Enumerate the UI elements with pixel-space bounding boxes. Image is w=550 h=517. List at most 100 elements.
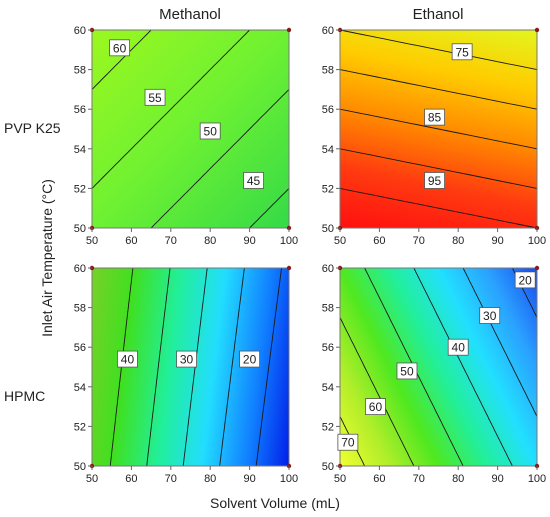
y-tick-label-56-pvp-k25-ethanol: 56: [322, 104, 334, 116]
y-axis-title: Inlet Air Temperature (°C): [39, 179, 55, 337]
contour-line-40-hpmc-methanol: [146, 267, 171, 467]
contour-label-text: 40: [121, 353, 135, 367]
x-tick-label-100-pvp-k25-methanol: 100: [280, 235, 298, 247]
x-tick-label-50-pvp-k25-ethanol: 50: [334, 235, 346, 247]
panel-hpmc-methanol: 50 60 70 80 90 100 50 52 54 56 58 60 40 30 20: [74, 263, 298, 485]
y-tick-label-58-pvp-k25-methanol: 58: [74, 65, 86, 77]
contour-label-20-hpmc-ethanol: 20: [514, 271, 536, 289]
y-tick-label-60-hpmc-ethanol: 60: [322, 263, 334, 275]
contour-line-60-pvp-k25-methanol: [91, 29, 152, 90]
x-tick-label-80-hpmc-methanol: 80: [204, 473, 216, 485]
y-tick-label-54-hpmc-ethanol: 54: [322, 382, 334, 394]
panel-frame-pvp-k25-ethanol: [339, 29, 538, 229]
contour-label-text: 45: [247, 174, 261, 188]
x-tick-label-100-hpmc-ethanol: 100: [528, 473, 546, 485]
x-tick-label-60-hpmc-methanol: 60: [125, 473, 137, 485]
y-tick-label-60-hpmc-methanol: 60: [74, 263, 86, 275]
row-titles: PVP K25 HPMC: [4, 120, 61, 404]
contour-label-box: [365, 398, 386, 416]
contour-label-box: [144, 88, 166, 106]
y-tick-label-52-hpmc-methanol: 52: [74, 421, 86, 433]
contour-label-30-hpmc-methanol: 30: [176, 350, 197, 368]
y-tick-label-56-hpmc-methanol: 56: [74, 342, 86, 354]
x-tick-label-90-hpmc-methanol: 90: [243, 473, 255, 485]
contour-line-55-pvp-k25-methanol: [91, 29, 250, 189]
x-tick-label-50-hpmc-ethanol: 50: [334, 473, 346, 485]
panel-hpmc-ethanol: 50 60 70 80 90 100 50 52 54 56 58 60 20 30 40 50 60 70: [322, 263, 546, 485]
x-tick-label-100-pvp-k25-ethanol: 100: [528, 235, 546, 247]
y-tick-label-60-pvp-k25-methanol: 60: [74, 25, 86, 37]
contour-label-55-pvp-k25-methanol: 55: [144, 88, 166, 106]
contour-label-40-hpmc-methanol: 40: [117, 350, 138, 368]
row-title-hpmc: HPMC: [4, 388, 45, 404]
surface-hpmc-ethanol: [340, 268, 537, 466]
x-tick-label-50-hpmc-methanol: 50: [86, 473, 98, 485]
contour-line-75-pvp-k25-ethanol: [339, 29, 538, 71]
contour-label-box: [451, 43, 473, 61]
y-tick-label-52-pvp-k25-ethanol: 52: [322, 183, 334, 195]
contour-label-85-pvp-k25-ethanol: 85: [424, 108, 445, 126]
x-tick-label-80-pvp-k25-ethanol: 80: [452, 235, 464, 247]
x-axis-title: Solvent Volume (mL): [210, 495, 340, 511]
x-tick-label-90-pvp-k25-methanol: 90: [243, 235, 255, 247]
contour-label-box: [424, 108, 445, 126]
x-tick-label-60-pvp-k25-methanol: 60: [125, 235, 137, 247]
contour-label-box: [239, 350, 261, 368]
contour-label-box: [243, 172, 264, 189]
contour-label-text: 20: [243, 353, 257, 367]
x-tick-label-60-pvp-k25-ethanol: 60: [373, 235, 385, 247]
x-tick-label-90-hpmc-ethanol: 90: [491, 473, 503, 485]
y-tick-label-60-pvp-k25-ethanol: 60: [322, 25, 334, 37]
row-title-pvp-k25: PVP K25: [4, 120, 61, 136]
contour-label-50-hpmc-ethanol: 50: [396, 362, 418, 380]
y-tick-label-54-pvp-k25-ethanol: 54: [322, 144, 334, 156]
x-tick-label-70-hpmc-ethanol: 70: [413, 473, 425, 485]
y-tick-label-56-pvp-k25-methanol: 56: [74, 104, 86, 116]
contour-label-text: 55: [148, 91, 162, 105]
x-tick-label-70-pvp-k25-ethanol: 70: [413, 235, 425, 247]
contour-label-text: 60: [113, 41, 127, 55]
column-title-ethanol: Ethanol: [413, 6, 464, 23]
y-tick-label-54-hpmc-methanol: 54: [74, 382, 86, 394]
contour-label-text: 95: [428, 174, 442, 188]
x-tick-label-80-hpmc-ethanol: 80: [452, 473, 464, 485]
y-tick-label-50-hpmc-methanol: 50: [74, 461, 86, 473]
contour-label-text: 60: [369, 400, 383, 414]
contour-label-40-hpmc-ethanol: 40: [447, 338, 469, 356]
contour-label-text: 75: [455, 45, 469, 59]
contour-label-text: 50: [400, 364, 414, 378]
contour-label-95-pvp-k25-ethanol: 95: [424, 172, 445, 189]
contour-label-box: [337, 433, 359, 451]
contour-line-50-pvp-k25-methanol: [150, 89, 290, 229]
contour-label-60-hpmc-ethanol: 60: [365, 398, 386, 416]
y-tick-label-58-hpmc-methanol: 58: [74, 303, 86, 315]
panels: 50 60 70 80 90 100 50 52 54 56 58 60 60 55 50 45 50 60 70 8…: [74, 25, 546, 485]
panel-pvp-k25-ethanol: 50 60 70 80 90 100 50 52 54 56 58 60 75 85 95: [322, 25, 546, 247]
contour-line-85-pvp-k25-ethanol: [339, 108, 538, 150]
design-point-pvp-k25-methanol: [286, 27, 292, 33]
panel-frame-hpmc-ethanol: [339, 267, 538, 467]
x-tick-label-100-hpmc-methanol: 100: [280, 473, 298, 485]
contour-line-95-pvp-k25-ethanol: [339, 187, 538, 229]
contour-line-60-hpmc-ethanol: [339, 317, 415, 467]
y-tick-label-50-hpmc-ethanol: 50: [322, 461, 334, 473]
x-tick-label-60-hpmc-ethanol: 60: [373, 473, 385, 485]
design-point-hpmc-methanol: [286, 265, 292, 271]
contour-line-30-hpmc-ethanol: [462, 267, 538, 417]
contour-label-text: 20: [519, 273, 533, 287]
contour-label-box: [514, 271, 536, 289]
column-title-methanol: Methanol: [159, 6, 221, 23]
contour-line-20-hpmc-methanol: [219, 267, 245, 467]
y-tick-label-50-pvp-k25-ethanol: 50: [322, 223, 334, 235]
contour-label-box: [447, 338, 469, 356]
y-tick-label-50-pvp-k25-methanol: 50: [74, 223, 86, 235]
contour-label-box: [424, 172, 445, 189]
contour-label-50-pvp-k25-methanol: 50: [199, 122, 221, 140]
contour-label-text: 85: [428, 111, 442, 125]
contour-label-text: 40: [452, 341, 466, 355]
contour-label-70-hpmc-ethanol: 70: [337, 433, 359, 451]
contour-label-box: [396, 362, 418, 380]
contour-label-box: [176, 350, 197, 368]
design-point-hpmc-ethanol: [534, 265, 540, 271]
